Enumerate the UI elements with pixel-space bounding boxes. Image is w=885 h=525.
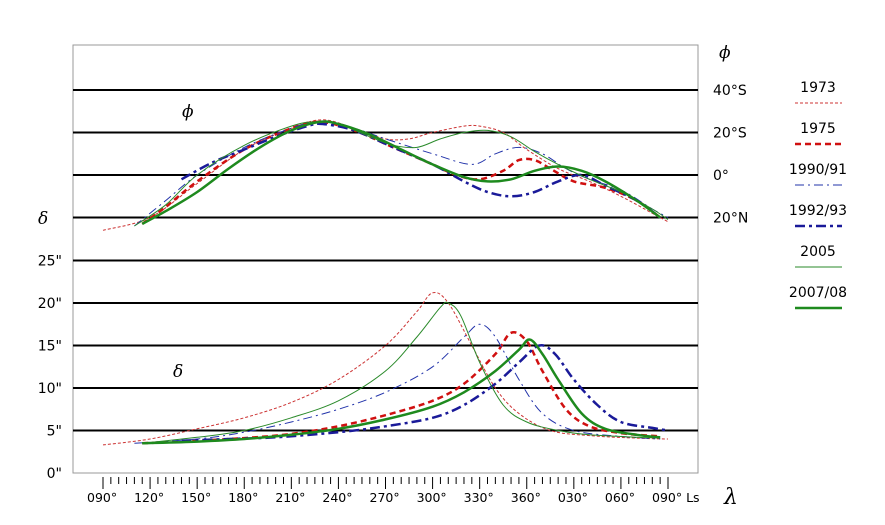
x-tick-label: 210° [275,490,305,505]
series-2007-08-delta-line [142,338,661,445]
x-tick-label: 120° [134,490,164,505]
series-1973-delta-line [102,291,669,446]
delta-tick-label: 20" [38,296,62,312]
legend-label-2007-08: 2007/08 [789,285,847,301]
axis-labels: 40°S 20°S 0° 20°N 0" 5" 10" 15" 20" 25" ϕ ϕ δ δ λ [38,43,749,510]
x-tick-label: 060° [605,490,635,505]
phi-tick-label: 20°S [713,126,747,142]
phi-tick-label: 40°S [713,83,747,99]
x-tick-label: 330° [464,490,494,505]
series-group [102,119,669,446]
legend-label-1990-91: 1990/91 [789,162,847,178]
legend-label-1975: 1975 [800,121,836,137]
delta-curves-symbol: δ [173,362,183,382]
x-tick-label: 300° [417,490,447,505]
x-tick-label: 150° [181,490,211,505]
grid-lines [73,89,698,432]
x-tick-label: 270° [370,490,400,505]
series-2007-08-phi-line [141,120,661,226]
series-1990-91-phi-line [134,121,669,227]
x-tick-label: 180° [228,490,258,505]
delta-tick-label: 5" [47,424,62,440]
legend-label-1992-93: 1992/93 [789,203,847,219]
legend-label-1973: 1973 [800,80,836,96]
plot-frame [72,44,699,474]
phi-curves-symbol: ϕ [182,102,194,122]
x-tick-label: 360° [511,490,541,505]
lambda-axis-symbol: λ [723,485,738,510]
series-1992-93-phi-line [180,122,661,219]
series-1992-93-delta-line [181,343,669,442]
legend: 1973 1975 1990/91 1992/93 2005 2007/08 [789,80,847,310]
x-tick-label: 090° Ls [652,490,700,505]
phi-tick-label: 0° [713,168,729,184]
series-2005-phi-line [134,121,669,227]
x-tick-label: 240° [322,490,352,505]
delta-tick-label: 0" [47,466,62,482]
x-axis: 090° 120° 150° 180° 210° 240° 270° 300° 330° 360°… [87,477,700,505]
phi-tick-label: 20°N [713,211,748,227]
delta-tick-label: 15" [38,339,62,355]
phi-axis-symbol: ϕ [719,43,731,63]
delta-tick-label: 25" [38,254,62,270]
legend-label-2005: 2005 [800,244,836,260]
series-2005-delta-line [142,301,661,444]
delta-tick-label: 10" [38,381,62,397]
delta-axis-symbol: δ [38,209,48,229]
x-tick-label: 090° [87,490,117,505]
x-tick-label: 030° [558,490,588,505]
